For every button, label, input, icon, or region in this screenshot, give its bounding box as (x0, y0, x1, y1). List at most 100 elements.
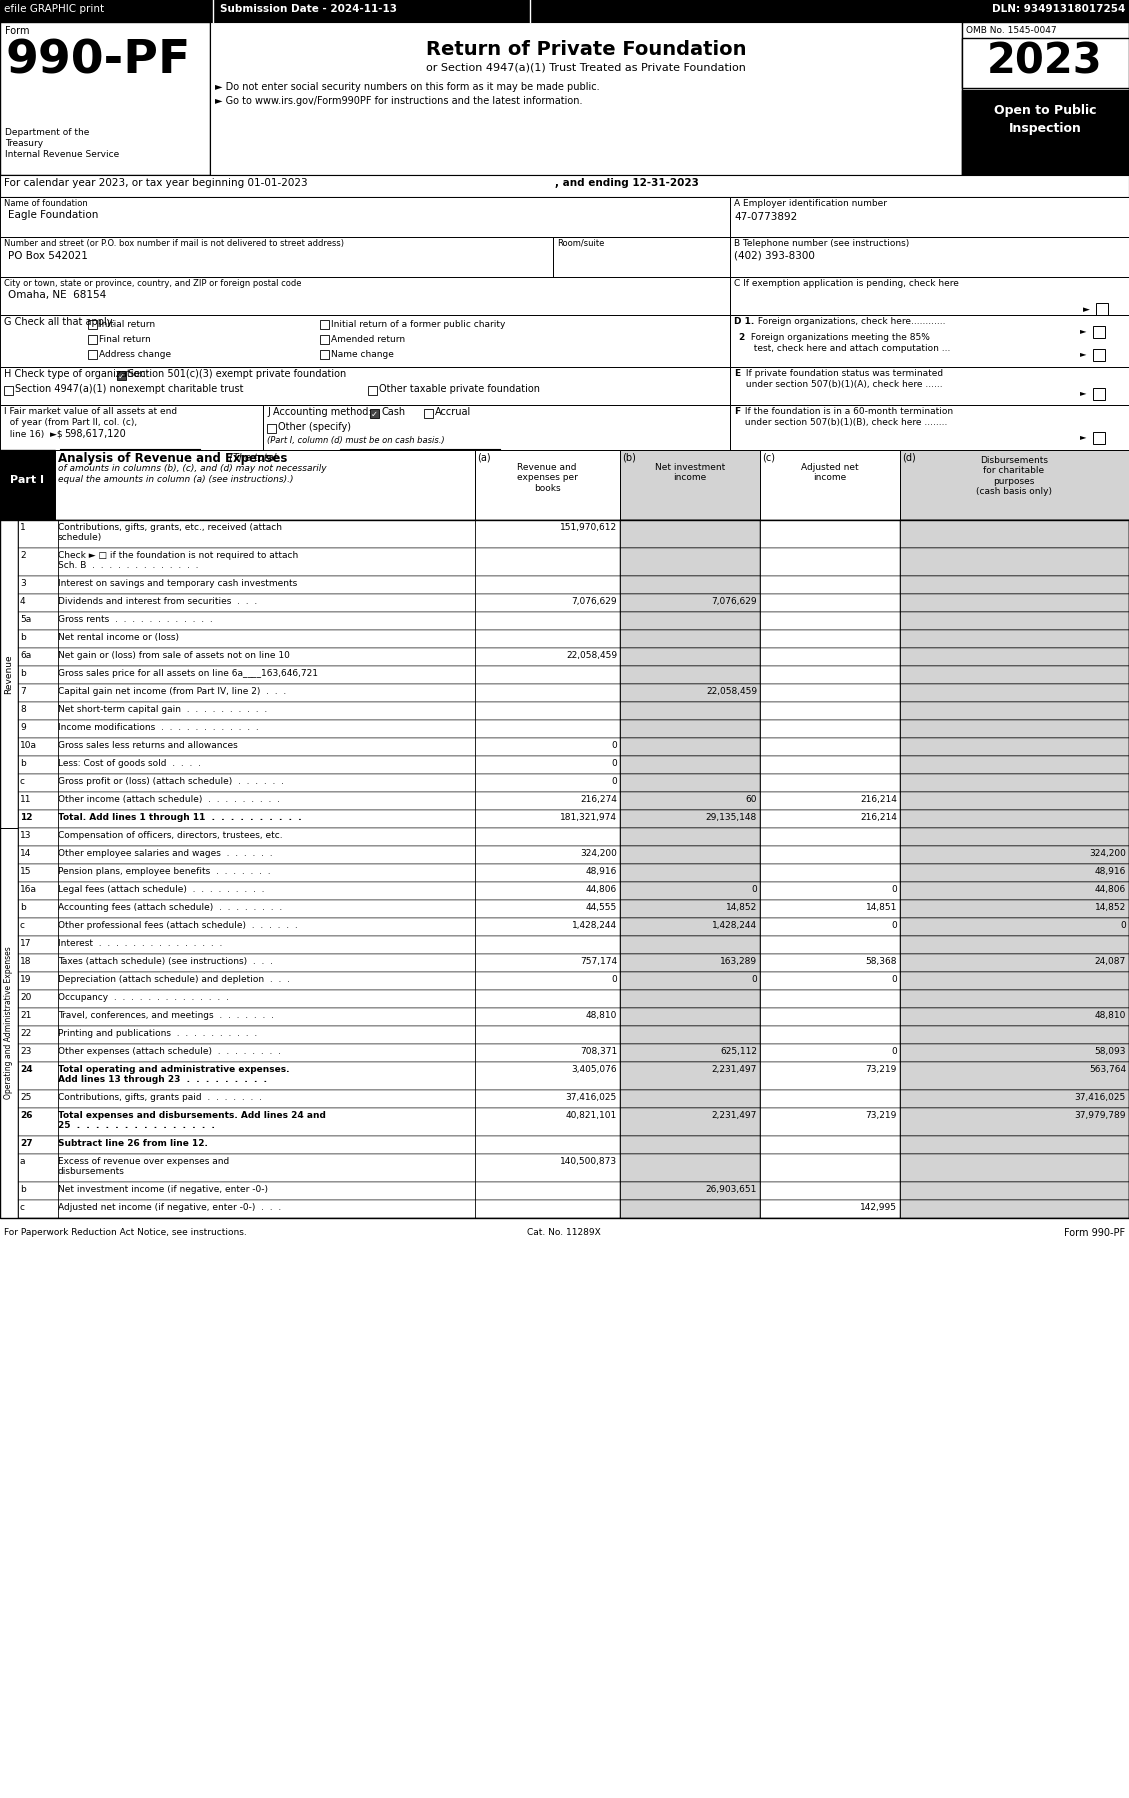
Text: Return of Private Foundation: Return of Private Foundation (426, 40, 746, 59)
Text: OMB No. 1545-0047: OMB No. 1545-0047 (966, 25, 1057, 34)
Bar (18, 1108, 1129, 1136)
Bar (0, 367, 730, 405)
Text: 16a: 16a (20, 885, 37, 894)
Text: 216,214: 216,214 (860, 795, 898, 804)
Bar (900, 737, 1129, 755)
Text: 29,135,148: 29,135,148 (706, 813, 758, 822)
Text: schedule): schedule) (58, 532, 103, 541)
Text: Contributions, gifts, grants, etc., received (attach: Contributions, gifts, grants, etc., rece… (58, 523, 282, 532)
Text: Add lines 13 through 23  .  .  .  .  .  .  .  .  .: Add lines 13 through 23 . . . . . . . . … (58, 1075, 266, 1084)
Bar (18, 629, 1129, 647)
Text: ►: ► (1080, 325, 1086, 334)
Text: Eagle Foundation: Eagle Foundation (8, 210, 98, 219)
Bar (620, 937, 760, 955)
Text: 1,428,244: 1,428,244 (572, 921, 618, 930)
Text: 598,617,120: 598,617,120 (64, 430, 125, 439)
Bar (900, 901, 1129, 919)
Text: 25: 25 (20, 1093, 32, 1102)
Bar (18, 1181, 1129, 1199)
Text: b: b (20, 669, 26, 678)
Text: 757,174: 757,174 (580, 957, 618, 966)
Text: F: F (734, 406, 741, 415)
Bar (900, 955, 1129, 973)
Text: Revenue: Revenue (5, 654, 14, 694)
Text: efile GRAPHIC print: efile GRAPHIC print (5, 4, 104, 14)
Bar (900, 719, 1129, 737)
Bar (0, 22, 210, 174)
Text: Inspection: Inspection (1008, 122, 1082, 135)
Bar (18, 701, 1129, 719)
Text: 0: 0 (751, 885, 758, 894)
Text: 25  .  .  .  .  .  .  .  .  .  .  .  .  .  .  .: 25 . . . . . . . . . . . . . . . (58, 1120, 215, 1129)
Bar (620, 973, 760, 991)
Bar (900, 937, 1129, 955)
Text: disbursements: disbursements (58, 1167, 125, 1176)
Text: Final return: Final return (99, 334, 151, 343)
Text: Section 501(c)(3) exempt private foundation: Section 501(c)(3) exempt private foundat… (128, 369, 347, 379)
Text: Amended return: Amended return (331, 334, 405, 343)
Text: c: c (20, 1203, 25, 1212)
Text: 2,231,497: 2,231,497 (711, 1111, 758, 1120)
Text: Net investment
income: Net investment income (655, 464, 725, 482)
Text: b: b (20, 903, 26, 912)
Text: 1: 1 (20, 523, 26, 532)
Text: Part I: Part I (10, 475, 44, 485)
Bar (900, 883, 1129, 901)
Bar (18, 847, 1129, 865)
Text: of amounts in columns (b), (c), and (d) may not necessarily: of amounts in columns (b), (c), and (d) … (58, 464, 326, 473)
Bar (0, 237, 553, 277)
Bar (900, 665, 1129, 683)
Text: 0: 0 (891, 921, 898, 930)
Bar (620, 883, 760, 901)
Text: 58,093: 58,093 (1094, 1046, 1126, 1055)
Text: 17: 17 (20, 939, 32, 948)
Text: Total. Add lines 1 through 11  .  .  .  .  .  .  .  .  .  .: Total. Add lines 1 through 11 . . . . . … (58, 813, 301, 822)
Bar (18, 829, 1129, 847)
Bar (620, 901, 760, 919)
Bar (900, 520, 1129, 548)
Bar (18, 919, 1129, 937)
Text: (Part I, column (d) must be on cash basis.): (Part I, column (d) must be on cash basi… (266, 435, 445, 444)
Bar (900, 450, 1129, 520)
Text: under section 507(b)(1)(B), check here ........: under section 507(b)(1)(B), check here .… (742, 417, 947, 426)
Bar (18, 1090, 1129, 1108)
Bar (0, 450, 55, 520)
Text: of year (from Part II, col. (c),: of year (from Part II, col. (c), (5, 417, 137, 426)
Bar (18, 1199, 1129, 1217)
Bar (1093, 349, 1105, 361)
Text: Cat. No. 11289X: Cat. No. 11289X (527, 1228, 601, 1237)
Bar (900, 1063, 1129, 1090)
Text: Gross sales price for all assets on line 6a____163,646,721: Gross sales price for all assets on line… (58, 669, 318, 678)
Text: Net gain or (loss) from sale of assets not on line 10: Net gain or (loss) from sale of assets n… (58, 651, 290, 660)
Bar (620, 811, 760, 829)
Text: 24,087: 24,087 (1095, 957, 1126, 966)
Text: equal the amounts in column (a) (see instructions).): equal the amounts in column (a) (see ins… (58, 475, 294, 484)
Text: Subtract line 26 from line 12.: Subtract line 26 from line 12. (58, 1138, 208, 1147)
Text: 22,058,459: 22,058,459 (706, 687, 758, 696)
Text: 0: 0 (751, 975, 758, 984)
Bar (0, 174, 1129, 198)
Text: Section 4947(a)(1) nonexempt charitable trust: Section 4947(a)(1) nonexempt charitable … (15, 385, 244, 394)
Bar (18, 719, 1129, 737)
Text: Open to Public: Open to Public (994, 104, 1096, 117)
Bar (266, 424, 275, 433)
Bar (210, 22, 962, 174)
Text: 37,979,789: 37,979,789 (1075, 1111, 1126, 1120)
Bar (620, 865, 760, 883)
Text: 37,416,025: 37,416,025 (566, 1093, 618, 1102)
Bar (5, 387, 14, 396)
Text: C If exemption application is pending, check here: C If exemption application is pending, c… (734, 279, 959, 288)
Text: 27: 27 (20, 1138, 33, 1147)
Bar (620, 611, 760, 629)
Text: Interest on savings and temporary cash investments: Interest on savings and temporary cash i… (58, 579, 297, 588)
Bar (620, 1009, 760, 1027)
Bar (117, 370, 126, 379)
Text: D 1.: D 1. (734, 316, 754, 325)
Text: 3: 3 (20, 579, 26, 588)
Bar (900, 919, 1129, 937)
Bar (0, 829, 18, 1217)
Text: City or town, state or province, country, and ZIP or foreign postal code: City or town, state or province, country… (5, 279, 301, 288)
Text: 2: 2 (20, 550, 26, 559)
Bar (620, 1108, 760, 1136)
Bar (900, 991, 1129, 1009)
